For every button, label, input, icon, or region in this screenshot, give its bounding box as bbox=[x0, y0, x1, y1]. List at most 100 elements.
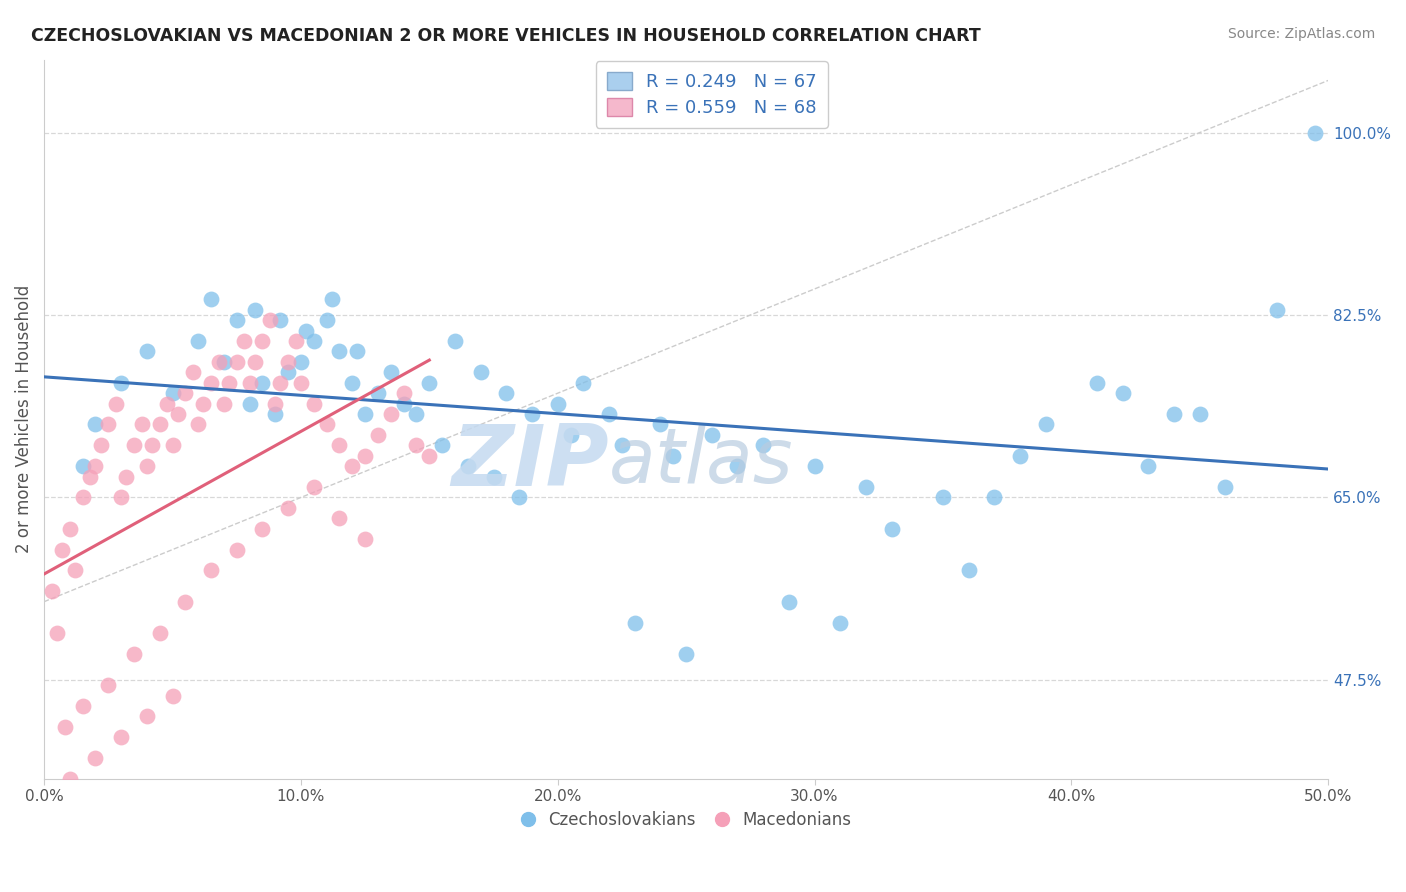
Point bbox=[1085, 376, 1108, 390]
Point bbox=[208, 355, 231, 369]
Point bbox=[430, 438, 453, 452]
Point bbox=[880, 522, 903, 536]
Point bbox=[495, 386, 517, 401]
Point bbox=[354, 407, 377, 421]
Point bbox=[284, 334, 307, 348]
Point bbox=[572, 376, 595, 390]
Point bbox=[135, 709, 157, 723]
Point bbox=[200, 376, 222, 390]
Point bbox=[983, 491, 1005, 505]
Point bbox=[110, 730, 132, 744]
Point bbox=[174, 386, 197, 401]
Point bbox=[84, 417, 107, 432]
Text: Source: ZipAtlas.com: Source: ZipAtlas.com bbox=[1227, 27, 1375, 41]
Point bbox=[162, 438, 184, 452]
Point bbox=[84, 751, 107, 765]
Point bbox=[264, 407, 287, 421]
Point bbox=[63, 563, 86, 577]
Point bbox=[321, 293, 343, 307]
Point bbox=[470, 365, 492, 379]
Point bbox=[135, 459, 157, 474]
Point bbox=[650, 417, 672, 432]
Point bbox=[264, 396, 287, 410]
Point bbox=[598, 407, 620, 421]
Point bbox=[302, 396, 325, 410]
Point bbox=[135, 344, 157, 359]
Point bbox=[122, 438, 145, 452]
Point bbox=[418, 449, 440, 463]
Point bbox=[277, 355, 299, 369]
Point bbox=[243, 355, 266, 369]
Point bbox=[131, 417, 153, 432]
Point bbox=[269, 376, 291, 390]
Point bbox=[72, 491, 94, 505]
Point bbox=[560, 428, 582, 442]
Point bbox=[1265, 302, 1288, 317]
Point bbox=[1215, 480, 1237, 494]
Text: CZECHOSLOVAKIAN VS MACEDONIAN 2 OR MORE VEHICLES IN HOUSEHOLD CORRELATION CHART: CZECHOSLOVAKIAN VS MACEDONIAN 2 OR MORE … bbox=[31, 27, 980, 45]
Point bbox=[277, 500, 299, 515]
Point bbox=[105, 396, 128, 410]
Point bbox=[727, 459, 749, 474]
Text: atlas: atlas bbox=[609, 425, 793, 500]
Point bbox=[212, 396, 235, 410]
Point bbox=[520, 407, 543, 421]
Point bbox=[328, 438, 350, 452]
Point bbox=[238, 376, 260, 390]
Point bbox=[778, 595, 800, 609]
Point bbox=[200, 563, 222, 577]
Point bbox=[405, 438, 427, 452]
Point bbox=[269, 313, 291, 327]
Point bbox=[225, 355, 247, 369]
Point bbox=[90, 438, 112, 452]
Point bbox=[122, 647, 145, 661]
Point bbox=[354, 449, 377, 463]
Point bbox=[51, 542, 73, 557]
Point bbox=[610, 438, 633, 452]
Y-axis label: 2 or more Vehicles in Household: 2 or more Vehicles in Household bbox=[15, 285, 32, 553]
Point bbox=[662, 449, 685, 463]
Point bbox=[803, 459, 825, 474]
Point bbox=[238, 396, 260, 410]
Point bbox=[252, 334, 274, 348]
Point bbox=[233, 334, 256, 348]
Point bbox=[457, 459, 479, 474]
Point bbox=[380, 407, 402, 421]
Point bbox=[218, 376, 240, 390]
Point bbox=[957, 563, 980, 577]
Point bbox=[259, 313, 281, 327]
Point bbox=[181, 365, 204, 379]
Point bbox=[277, 365, 299, 379]
Point bbox=[392, 386, 415, 401]
Point bbox=[252, 522, 274, 536]
Point bbox=[302, 334, 325, 348]
Point bbox=[547, 396, 569, 410]
Point bbox=[346, 344, 368, 359]
Point bbox=[110, 491, 132, 505]
Point bbox=[162, 386, 184, 401]
Point bbox=[225, 542, 247, 557]
Point bbox=[53, 720, 76, 734]
Point bbox=[41, 584, 63, 599]
Point bbox=[252, 376, 274, 390]
Point bbox=[193, 396, 215, 410]
Point bbox=[84, 459, 107, 474]
Point bbox=[59, 522, 82, 536]
Point bbox=[367, 386, 389, 401]
Point bbox=[162, 689, 184, 703]
Point bbox=[302, 480, 325, 494]
Point bbox=[97, 678, 120, 692]
Point bbox=[290, 355, 312, 369]
Point bbox=[212, 355, 235, 369]
Text: ZIP: ZIP bbox=[451, 421, 609, 504]
Point bbox=[225, 313, 247, 327]
Point bbox=[1163, 407, 1185, 421]
Point bbox=[932, 491, 955, 505]
Point bbox=[115, 469, 138, 483]
Point bbox=[1112, 386, 1135, 401]
Point bbox=[79, 469, 101, 483]
Point bbox=[508, 491, 530, 505]
Point bbox=[752, 438, 775, 452]
Point bbox=[675, 647, 697, 661]
Point bbox=[405, 407, 427, 421]
